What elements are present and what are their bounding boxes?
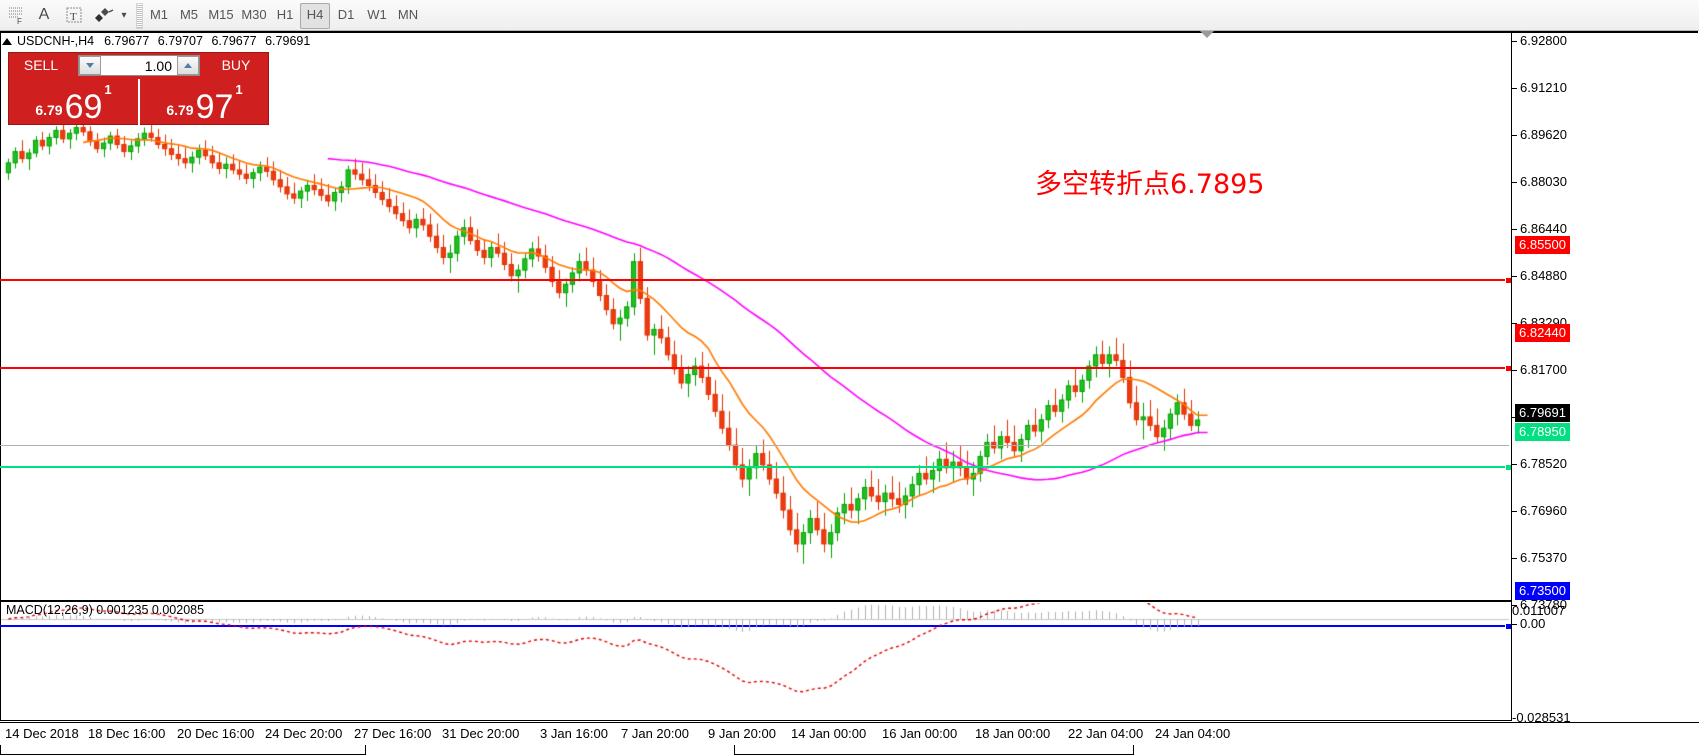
price-tick: 6.92800 — [1512, 33, 1567, 48]
chart-annotation-text: 多空转折点6.7895 — [1035, 169, 1265, 200]
price-tick: 6.75370 — [1512, 550, 1567, 565]
svg-text:T: T — [70, 11, 77, 23]
timeframe-m5[interactable]: M5 — [179, 7, 199, 22]
chevron-down-icon[interactable]: ▾ — [116, 2, 132, 28]
sell-price-main: 69 — [64, 88, 103, 126]
time-label: 24 Jan 04:00 — [1155, 726, 1231, 741]
time-label: 18 Dec 16:00 — [88, 726, 166, 741]
macd-indicator-label: MACD(12,26,9) 0.001235 0.002085 — [6, 603, 205, 617]
price-scale[interactable]: 6.92800 6.91210 6.89620 6.88030 6.86440 … — [1511, 33, 1698, 725]
price-tag-resistance-2[interactable]: 6.82440 — [1515, 324, 1570, 342]
price-chart-pane[interactable] — [1, 33, 1509, 599]
timeframe-m1[interactable]: M1 — [149, 7, 169, 22]
chevron-glyph: ▾ — [121, 9, 127, 21]
macd-indicator-pane[interactable] — [1, 603, 1509, 720]
price-tag-pivot[interactable]: 6.78950 — [1515, 423, 1570, 441]
one-click-trading-panel[interactable]: SELL 1.00 BUY 6.79 69 1 6.79 97 1 — [8, 52, 269, 125]
time-label: 22 Jan 04:00 — [1068, 726, 1144, 741]
price-tick: 6.81700 — [1512, 362, 1567, 377]
macd-tick-bottom: -0.028531 — [1512, 710, 1571, 725]
timeframe-m30[interactable]: M30 — [241, 7, 267, 22]
macd-tick-zero: 0.00 — [1512, 616, 1545, 631]
timeframe-h1[interactable]: H1 — [276, 7, 294, 22]
buy-price-fraction: 1 — [235, 82, 243, 97]
timeframe-w1[interactable]: W1 — [367, 7, 387, 22]
trade-panel-divider — [138, 79, 140, 125]
price-tick: 6.91210 — [1512, 80, 1567, 95]
time-label: 27 Dec 16:00 — [354, 726, 432, 741]
price-tick: 6.86440 — [1512, 221, 1567, 236]
price-tag-support[interactable]: 6.73500 — [1515, 582, 1570, 600]
trade-panel-header: SELL 1.00 BUY — [9, 53, 268, 78]
pivot-line-6-78950[interactable] — [0, 466, 1509, 468]
price-tick: 6.73780 — [1512, 597, 1567, 612]
buy-price-display[interactable]: 6.79 97 1 — [140, 79, 269, 125]
timeframe-mn[interactable]: MN — [397, 7, 419, 22]
time-label: 24 Dec 20:00 — [265, 726, 343, 741]
volume-increase-button[interactable] — [177, 56, 199, 75]
volume-stepper[interactable]: 1.00 — [78, 55, 200, 76]
resistance-line-6-85500[interactable] — [0, 279, 1509, 281]
indicators-icon[interactable]: F — [2, 2, 30, 28]
time-label: 16 Jan 00:00 — [882, 726, 958, 741]
timeframe-h4[interactable]: H4 — [300, 3, 330, 29]
text-label-icon[interactable]: T — [60, 2, 88, 28]
current-price-line — [0, 445, 1509, 446]
svg-text:F: F — [17, 17, 22, 25]
timeframe-d1[interactable]: D1 — [337, 7, 355, 22]
sell-price-fraction: 1 — [104, 82, 112, 97]
price-tag-resistance-1[interactable]: 6.85500 — [1515, 236, 1570, 254]
pane-divider — [1, 600, 1698, 602]
macd-tick-top: 0.011007 — [1512, 603, 1566, 618]
time-label: 3 Jan 16:00 — [540, 726, 608, 741]
buy-price-main: 97 — [195, 88, 234, 126]
price-tick: 6.76960 — [1512, 503, 1567, 518]
time-label: 7 Jan 20:00 — [621, 726, 689, 741]
candlestick-canvas — [1, 33, 1509, 599]
price-tick: 6.84880 — [1512, 268, 1567, 283]
buy-button[interactable]: BUY — [221, 57, 251, 73]
price-tick: 6.78520 — [1512, 456, 1567, 471]
time-label: 20 Dec 16:00 — [177, 726, 255, 741]
price-tag-current: 6.79691 — [1515, 404, 1570, 422]
macd-canvas — [1, 603, 1509, 720]
time-label: 14 Dec 2018 — [5, 726, 79, 741]
volume-decrease-button[interactable] — [79, 56, 101, 75]
sell-price-prefix: 6.79 — [35, 102, 63, 118]
shapes-icon[interactable] — [92, 2, 118, 28]
font-glyph: A — [38, 6, 50, 23]
toolbar-separator — [136, 3, 143, 29]
time-label: 31 Dec 20:00 — [442, 726, 520, 741]
sell-price-display[interactable]: 6.79 69 1 — [9, 79, 138, 125]
timeframe-m15[interactable]: M15 — [208, 7, 234, 22]
resistance-line-6-82440[interactable] — [0, 367, 1509, 369]
sell-button[interactable]: SELL — [23, 57, 59, 73]
font-icon[interactable]: A — [34, 2, 54, 28]
time-label: 18 Jan 00:00 — [975, 726, 1051, 741]
buy-price-prefix: 6.79 — [166, 102, 194, 118]
price-tick: 6.88030 — [1512, 174, 1567, 189]
price-tick: 6.89620 — [1512, 127, 1567, 142]
chart-toolbar: F A T ▾ M1 M5 M15 M30 H1 H4 D1 — [0, 0, 1699, 31]
volume-input[interactable]: 1.00 — [144, 57, 172, 74]
time-scale[interactable]: 14 Dec 2018 18 Dec 16:00 20 Dec 16:00 24… — [0, 722, 1699, 755]
time-label: 9 Jan 20:00 — [708, 726, 776, 741]
time-label: 14 Jan 00:00 — [791, 726, 867, 741]
